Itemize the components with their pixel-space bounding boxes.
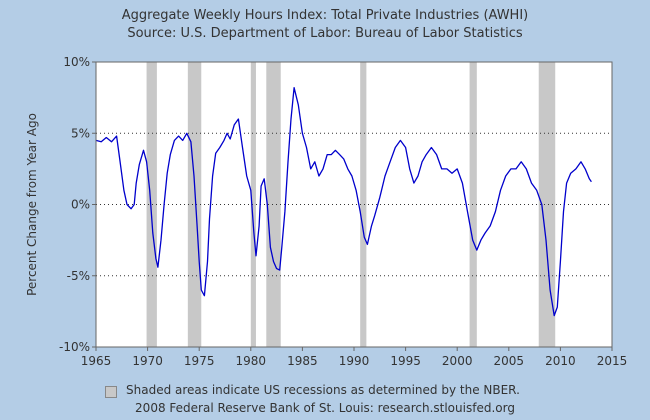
series-line (95, 87, 592, 317)
x-tick-label: 1970 (132, 354, 163, 368)
recession-band (360, 62, 367, 347)
x-tick-label: 2015 (597, 354, 628, 368)
recession-band (469, 62, 477, 347)
series-group (95, 87, 592, 317)
x-tick-label: 2005 (494, 354, 525, 368)
y-tick-label: 0% (71, 198, 90, 212)
x-tick-label: 1995 (390, 354, 421, 368)
plot-background (96, 62, 612, 347)
y-tick-label: 5% (71, 126, 90, 140)
x-tick-label: 1990 (339, 354, 370, 368)
chart-title: Aggregate Weekly Hours Index: Total Priv… (121, 8, 529, 23)
y-tick-label: -10% (59, 340, 90, 354)
recession-band (146, 62, 157, 347)
x-tick-label: 1985 (287, 354, 318, 368)
recession-band (266, 62, 281, 347)
y-axis-label: Percent Change from Year Ago (25, 113, 39, 296)
recession-band (187, 62, 202, 347)
recession-bands (146, 62, 556, 347)
x-tick-label: 1975 (184, 354, 215, 368)
chart-subtitle: Source: U.S. Department of Labor: Bureau… (127, 26, 523, 41)
axis-labels: 1965 1970 1975 1980 1985 1990 1995 2000 2005 2010… (59, 55, 627, 368)
x-tick-label: 2010 (545, 354, 576, 368)
x-tick-label: 1980 (236, 354, 267, 368)
recession-legend-text: Shaded areas indicate US recessions as d… (126, 383, 520, 397)
recession-band (538, 62, 556, 347)
credit-text: 2008 Federal Reserve Bank of St. Louis: … (135, 401, 515, 415)
recession-band (250, 62, 256, 347)
x-tick-label: 2000 (442, 354, 473, 368)
y-tick-label: 10% (63, 55, 90, 69)
y-tick-label: -5% (67, 269, 90, 283)
x-tick-label: 1965 (81, 354, 112, 368)
recession-legend-swatch (105, 386, 117, 398)
